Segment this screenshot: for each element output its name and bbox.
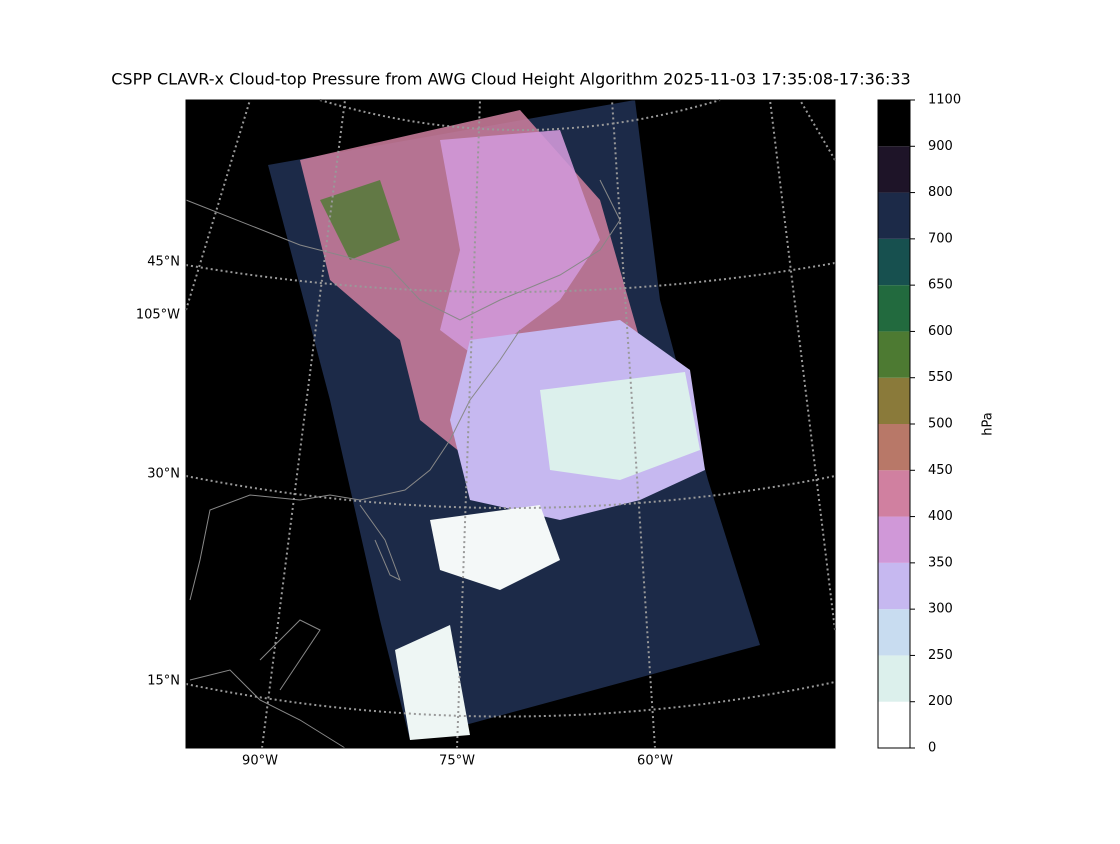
graticule xyxy=(456,99,481,749)
colorbar-segment xyxy=(878,285,910,332)
lat-label: 45°N xyxy=(147,255,180,270)
colorbar-tick-label: 700 xyxy=(928,231,953,246)
lat-label: 15°N xyxy=(147,674,180,689)
graticule xyxy=(185,99,251,311)
colorbar-tick-label: 200 xyxy=(928,694,953,709)
cloud-band xyxy=(430,505,560,590)
graticule xyxy=(185,475,836,509)
colorbar-tick-label: 1100 xyxy=(928,93,961,108)
colorbar-segment xyxy=(878,377,910,424)
graticule xyxy=(611,99,656,749)
map xyxy=(185,99,836,749)
lon-label: 60°W xyxy=(637,754,673,769)
colorbar-segment xyxy=(878,238,910,286)
map-frame xyxy=(185,99,836,749)
coastline xyxy=(189,329,521,601)
colorbar-tick-label: 600 xyxy=(928,324,953,339)
colorbar-segment xyxy=(878,331,910,378)
colorbar-segment xyxy=(878,609,910,656)
cloud-band xyxy=(440,130,600,360)
colorbar-label: hPa xyxy=(981,412,996,435)
colorbar-tick-label: 500 xyxy=(928,417,953,432)
title: CSPP CLAVR-x Cloud-top Pressure from AWG… xyxy=(111,70,910,89)
colorbar-segment xyxy=(878,146,910,193)
graticule xyxy=(769,99,836,631)
colorbar-tick-label: 250 xyxy=(928,648,953,663)
coastline xyxy=(189,619,346,749)
lon-label: 90°W xyxy=(242,754,278,769)
colorbar-segment xyxy=(878,562,910,610)
colorbar-segment xyxy=(878,470,910,517)
lon-label: 75°W xyxy=(439,754,475,769)
colorbar-segment xyxy=(878,100,910,147)
colorbar-tick-label: 450 xyxy=(928,463,953,478)
colorbar-tick-label: 0 xyxy=(928,741,936,756)
lat-label: 105°W xyxy=(136,308,180,323)
colorbar-segment xyxy=(878,192,910,239)
colorbar-tick-label: 350 xyxy=(928,555,953,570)
colorbar-tick-label: 550 xyxy=(928,370,953,385)
colorbar-tick-label: 400 xyxy=(928,509,953,524)
colorbar-tick-label: 650 xyxy=(928,278,953,293)
colorbar-tick-label: 800 xyxy=(928,185,953,200)
graticule xyxy=(185,681,836,718)
colorbar-tick-label: 900 xyxy=(928,139,953,154)
cloud-band xyxy=(320,180,400,260)
cloud-band xyxy=(395,625,470,740)
lat-label: 30°N xyxy=(147,467,180,482)
colorbar-segment xyxy=(878,701,910,748)
colorbar-segment xyxy=(878,516,910,563)
border xyxy=(185,179,621,321)
colorbar-segment xyxy=(878,424,910,471)
graticule xyxy=(261,99,346,749)
cloud-band xyxy=(540,372,700,480)
graticule xyxy=(319,99,721,131)
colorbar-tick-label: 300 xyxy=(928,602,953,617)
graticule xyxy=(185,262,836,293)
colorbar-segment xyxy=(878,655,910,702)
